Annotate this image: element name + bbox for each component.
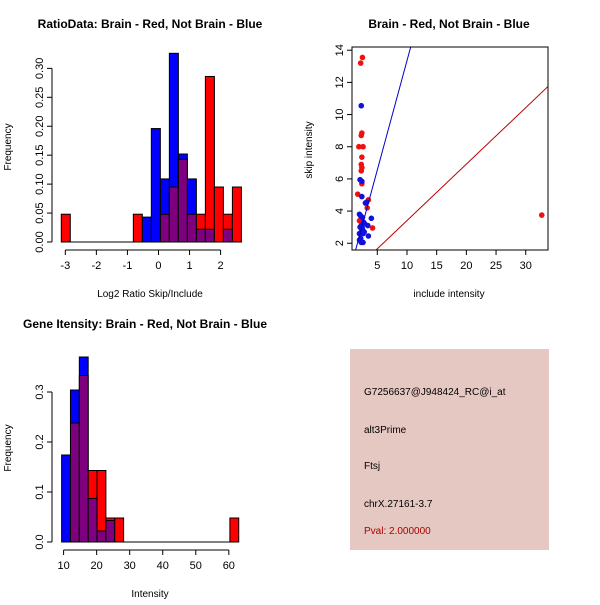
x-tick-label-2: 50 [190,560,202,572]
x-tick-label-0: -2 [91,260,101,272]
point-brain [360,143,366,150]
x-tick-label-0: 0 [155,260,161,272]
probe-info-panel: G7256637@J948424_RC@i_at alt3Prime Ftsj … [350,349,549,550]
y-tick-label-1: 2 [334,240,346,246]
ratio-hist-ylabel: Frequency [3,123,14,170]
y-tick-label-1: 6 [334,176,346,182]
x-tick-label-2: 40 [157,560,169,572]
y-tick-label-0: 0.15 [34,144,46,165]
scatter-xlabel: include intensity [413,289,484,300]
x-tick-label-2: 20 [91,560,103,572]
scatter-title: Brain - Red, Not Brain - Blue [368,17,530,31]
y-tick-label-1: 10 [334,108,346,120]
x-tick-label-0: -1 [123,260,133,272]
bar-overlap-0 [204,228,215,243]
bar-red-0 [204,75,215,243]
point-not-brain [364,222,371,229]
y-tick-label-2: 0.0 [34,534,46,549]
ratio-hist-xlabel: Log2 Ratio Skip/Include [97,289,203,300]
scatter-ylabel: skip intensity [304,121,315,178]
y-tick-label-1: 8 [334,144,346,150]
point-not-brain [358,102,365,109]
bar-red-0 [213,186,224,243]
y-tick-label-0: 0.05 [34,202,46,223]
bar-overlap-0 [177,158,188,243]
intensity-hist-xlabel: Intensity [131,589,168,600]
y-tick-label-0: 0.20 [34,116,46,137]
pval: Pval: 2.000000 [364,526,431,537]
bar-blue-0 [141,216,152,243]
ratio-hist-title: RatioData: Brain - Red, Not Brain - Blue [38,17,263,31]
y-tick-label-2: 0.3 [34,384,46,399]
bar-red-0 [132,213,143,243]
y-tick-label-2: 0.1 [34,484,46,499]
intensity-hist-title: Gene Itensity: Brain - Red, Not Brain - … [23,317,267,331]
point-brain [357,60,364,66]
x-tick-label-2: 30 [124,560,136,572]
x-tick-label-2: 60 [223,560,235,572]
x-tick-label-1: 30 [520,260,532,272]
point-brain [358,132,365,139]
bar-overlap-0 [168,186,179,243]
point-not-brain [368,215,375,222]
point-brain [359,54,366,61]
genomic-location: chrX.27161-3.7 [364,499,433,510]
point-brain [354,191,361,197]
y-tick-label-1: 12 [334,76,346,88]
bar-red-2 [114,517,125,543]
x-tick-label-1: 5 [374,260,380,272]
x-tick-label-0: 1 [186,260,192,272]
x-tick-label-0: -3 [60,260,70,272]
y-tick-label-0: 0.30 [34,58,46,79]
point-brain [538,212,545,218]
x-tick-label-1: 20 [460,260,472,272]
intensity-hist-ylabel: Frequency [3,424,14,471]
x-tick-label-1: 25 [490,260,502,272]
bar-overlap-2 [105,520,116,543]
point-not-brain [365,233,372,239]
gene-name: Ftsj [364,461,381,472]
point-not-brain [359,178,365,185]
y-tick-label-0: 0.00 [34,231,46,252]
y-tick-label-0: 0.10 [34,173,46,194]
bar-red-0 [60,213,71,243]
bar-overlap-0 [222,228,233,243]
point-brain [359,154,365,160]
bar-blue-0 [150,128,161,243]
point-brain [356,143,362,150]
x-tick-label-1: 15 [431,260,443,272]
x-tick-label-1: 10 [401,260,413,272]
y-tick-label-0: 0.25 [34,87,46,108]
point-brain [358,168,365,174]
bar-overlap-0 [195,228,206,243]
bar-overlap-2 [96,530,107,543]
x-tick-label-2: 10 [57,560,69,572]
y-tick-label-1: 4 [334,208,346,214]
probe-id: G7256637@J948424_RC@i_at [364,387,506,398]
fit-line-brain [375,86,548,250]
bar-red-2 [229,517,240,543]
y-tick-label-1: 14 [334,44,346,56]
bar-overlap-2 [87,498,98,543]
bar-overlap-0 [159,213,170,243]
event-type: alt3Prime [364,425,407,436]
plot-frame-1 [351,46,549,251]
bar-overlap-2 [78,375,89,543]
bar-overlap-2 [69,422,80,543]
point-brain [369,225,376,231]
bar-overlap-0 [186,213,197,243]
bar-red-0 [231,186,242,243]
point-not-brain [361,229,368,235]
y-tick-label-2: 0.2 [34,434,46,449]
bar-blue-2 [61,454,71,543]
fit-line-not-brain [355,47,412,250]
point-not-brain [359,193,365,200]
x-tick-label-0: 2 [218,260,224,272]
